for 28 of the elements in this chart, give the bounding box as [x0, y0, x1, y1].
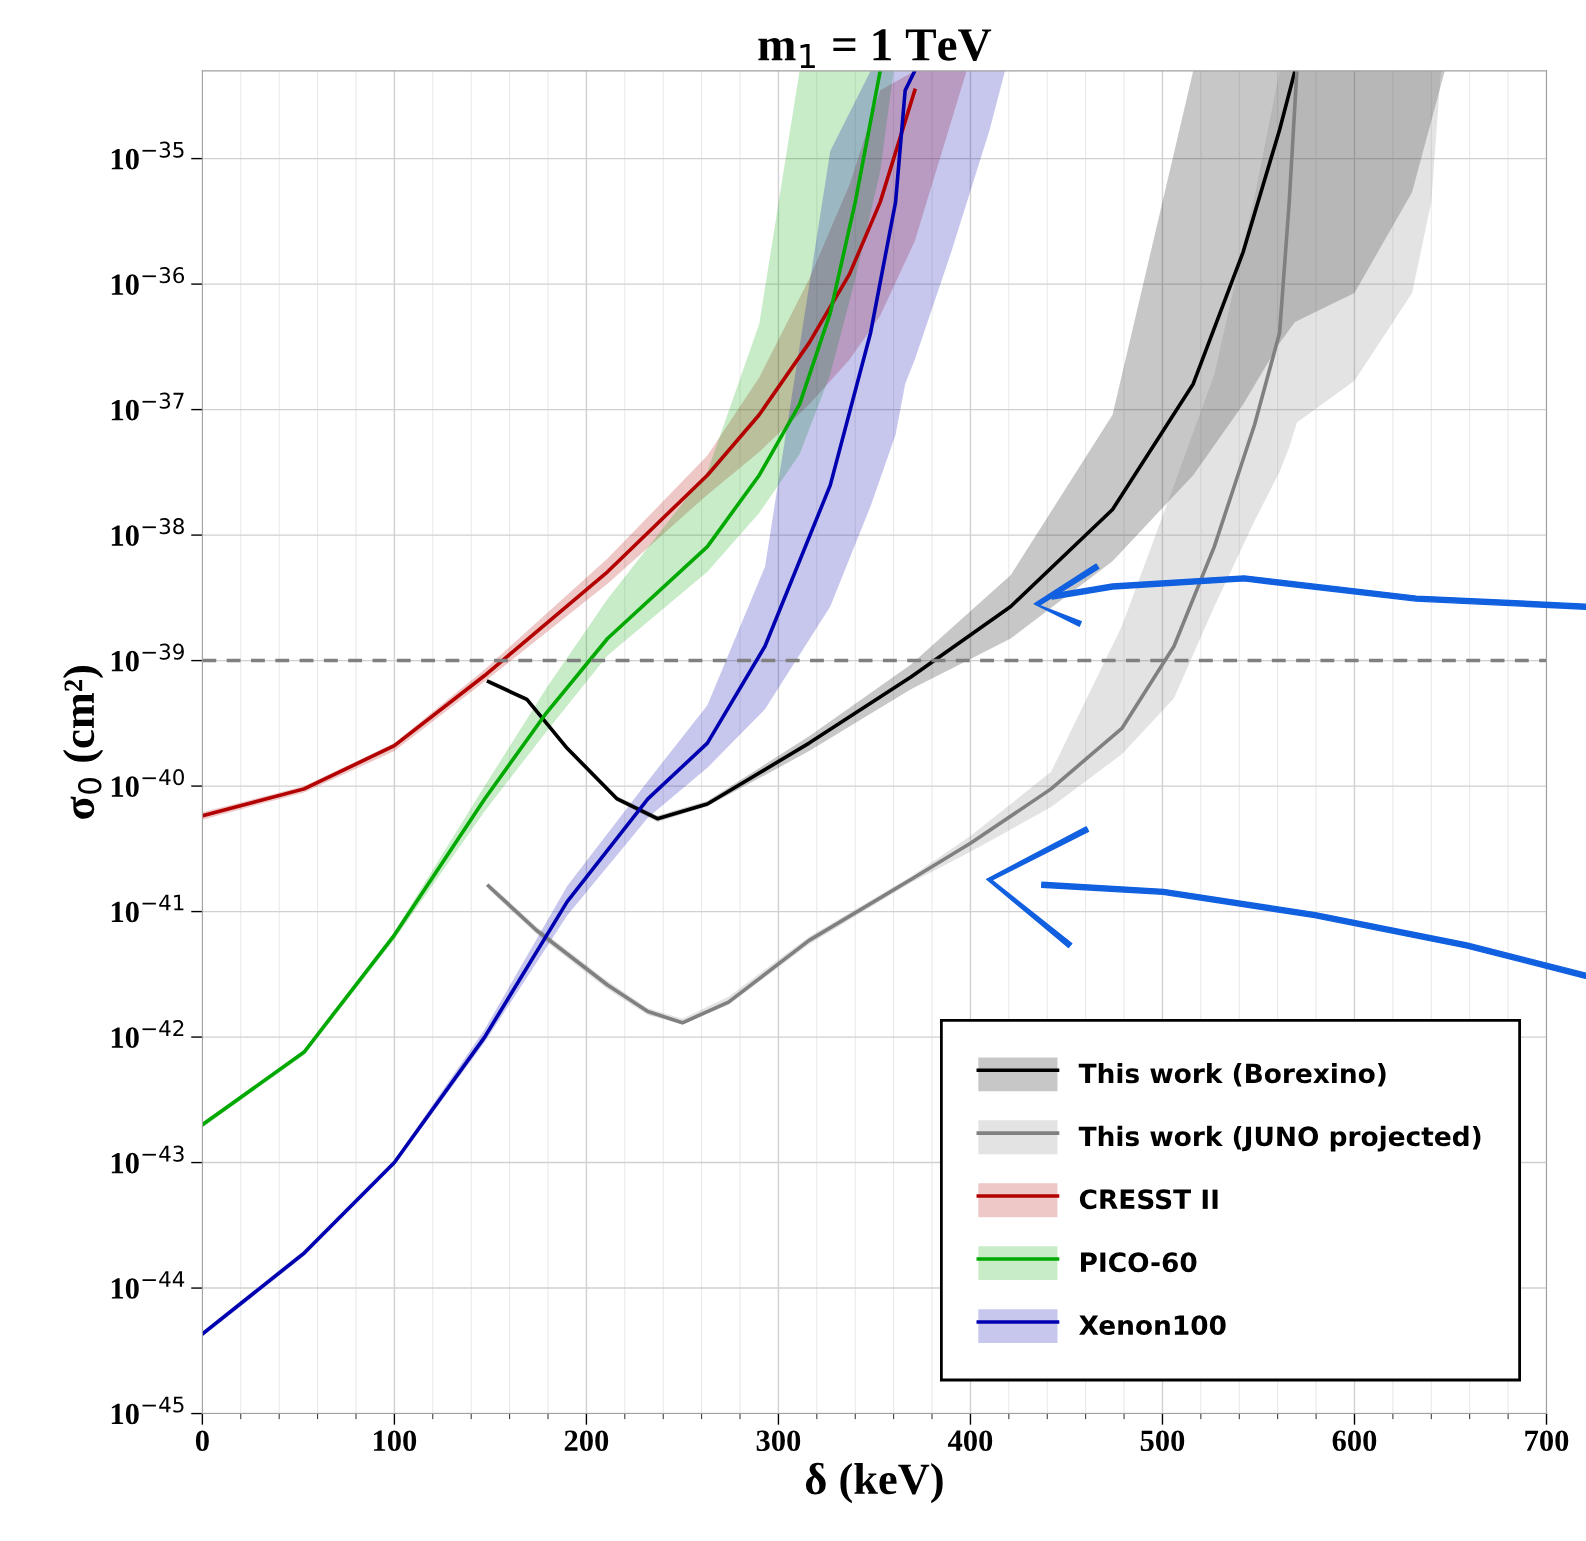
y-tick-label: 10$^{−43}$ [111, 1145, 184, 1174]
y-tick-label: 10$^{−39}$ [111, 643, 184, 672]
y-tick-label: 10$^{−36}$ [111, 267, 185, 295]
x-tick-label: 600 [1332, 1430, 1377, 1452]
y-tick-label: 10$^{−35}$ [111, 141, 184, 170]
line-series [486, 70, 1297, 821]
y-tick-label: 10$^{−40}$ [111, 769, 184, 797]
legend-label: This work (Borexino) [1078, 1062, 1386, 1087]
y-tick-label: 10$^{−38}$ [111, 518, 184, 546]
y-tick-label: 10$^{−45}$ [111, 1396, 184, 1425]
legend-label: Xenon100 [1079, 1315, 1226, 1336]
y-tick-label: 10$^{−44}$ [111, 1271, 185, 1299]
x-tick-label: 300 [756, 1430, 801, 1452]
chart-title: m$_{1}$ = 1 TeV [758, 29, 992, 69]
y-axis-title: σ$_{0}$ (cm²) [62, 666, 104, 819]
x-tick-label: 700 [1525, 1430, 1569, 1452]
x-tick-label: 0 [195, 1430, 209, 1452]
x-tick-label: 100 [373, 1430, 417, 1452]
x-axis-title: δ (keV) [805, 1462, 943, 1504]
y-tick-label: 10$^{−41}$ [111, 894, 184, 923]
x-tick-label: 400 [947, 1430, 993, 1452]
x-tick-label: 200 [564, 1430, 609, 1452]
legend-label: PICO-60 [1081, 1252, 1197, 1273]
legend-label: This work (JUNO projected) [1078, 1125, 1481, 1152]
y-tick-label: 10$^{−42}$ [111, 1020, 184, 1048]
x-tick-label: 500 [1140, 1430, 1185, 1452]
y-tick-label: 10$^{−37}$ [111, 392, 184, 421]
legend-label: CRESST II [1079, 1189, 1218, 1210]
